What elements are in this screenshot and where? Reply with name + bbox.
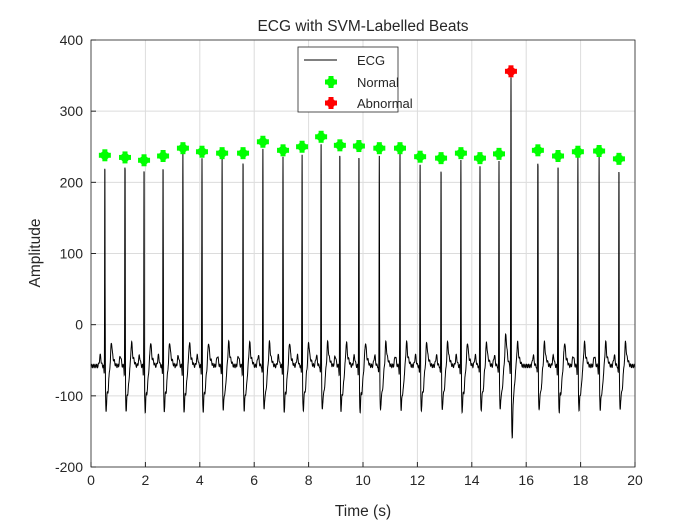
x-tick-label: 0 bbox=[87, 472, 95, 488]
x-tick-label: 6 bbox=[250, 472, 258, 488]
x-axis-label: Time (s) bbox=[335, 503, 391, 520]
normal-beat-marker bbox=[435, 152, 448, 165]
ecg-line bbox=[90, 77, 636, 439]
normal-beat-marker bbox=[552, 150, 565, 163]
normal-beat-marker bbox=[414, 150, 427, 163]
abnormal-marker-swatch bbox=[325, 97, 337, 109]
x-tick-label: 16 bbox=[518, 472, 534, 488]
y-tick-label: 300 bbox=[60, 103, 84, 119]
normal-beat-marker bbox=[454, 147, 467, 160]
normal-beat-marker bbox=[531, 144, 544, 157]
normal-beat-marker bbox=[216, 147, 229, 160]
abnormal-beat-marker bbox=[504, 65, 517, 78]
normal-beat-marker bbox=[333, 139, 346, 152]
legend-abnormal-label: Abnormal bbox=[357, 96, 413, 111]
normal-beat-marker bbox=[256, 135, 269, 148]
normal-beat-marker bbox=[277, 144, 290, 157]
legend-abnormal-marker bbox=[325, 97, 337, 109]
y-tick-label: -100 bbox=[55, 388, 83, 404]
beat-markers bbox=[98, 65, 625, 167]
y-axis-label: Amplitude bbox=[27, 219, 44, 288]
x-tick-label: 4 bbox=[196, 472, 204, 488]
x-tick-label: 2 bbox=[142, 472, 150, 488]
x-tick-label: 8 bbox=[305, 472, 313, 488]
normal-beat-marker bbox=[571, 145, 584, 158]
normal-beat-marker bbox=[473, 152, 486, 165]
x-tick-label: 20 bbox=[627, 472, 643, 488]
normal-beat-marker bbox=[352, 140, 365, 153]
normal-beat-marker bbox=[593, 145, 606, 158]
y-tick-label: 0 bbox=[75, 317, 83, 333]
normal-beat-marker bbox=[493, 147, 505, 160]
y-tick-label: 100 bbox=[60, 246, 84, 262]
y-tick-label: 200 bbox=[60, 174, 84, 190]
legend[interactable]: ECG Normal Abnormal bbox=[297, 46, 413, 113]
normal-beat-marker bbox=[237, 147, 250, 160]
normal-beat-marker bbox=[138, 154, 151, 167]
normal-marker-swatch bbox=[325, 76, 337, 88]
legend-normal-label: Normal bbox=[357, 75, 399, 90]
normal-beat-marker bbox=[195, 145, 208, 158]
normal-beat-marker bbox=[98, 149, 111, 162]
x-tick-label: 14 bbox=[464, 472, 480, 488]
normal-beat-marker bbox=[315, 130, 328, 143]
tick-labels: 0 2 4 6 8 10 12 14 16 18 20 -200 -100 0 100 200 300 400 bbox=[55, 32, 643, 488]
normal-beat-marker bbox=[119, 151, 131, 164]
normal-beat-marker bbox=[373, 142, 386, 155]
x-tick-label: 10 bbox=[355, 472, 371, 488]
normal-beat-marker bbox=[612, 152, 625, 165]
y-tick-label: -200 bbox=[55, 459, 83, 475]
normal-beat-marker bbox=[157, 150, 170, 163]
normal-beat-marker bbox=[296, 140, 309, 153]
x-tick-label: 18 bbox=[573, 472, 589, 488]
y-tick-label: 400 bbox=[60, 32, 84, 48]
normal-beat-marker bbox=[393, 142, 406, 155]
legend-normal-marker bbox=[325, 76, 337, 88]
legend-ecg-label: ECG bbox=[357, 53, 385, 68]
ecg-trace bbox=[90, 77, 636, 439]
normal-beat-marker bbox=[176, 142, 189, 155]
x-tick-label: 12 bbox=[410, 472, 426, 488]
chart-title: ECG with SVM-Labelled Beats bbox=[257, 18, 468, 35]
